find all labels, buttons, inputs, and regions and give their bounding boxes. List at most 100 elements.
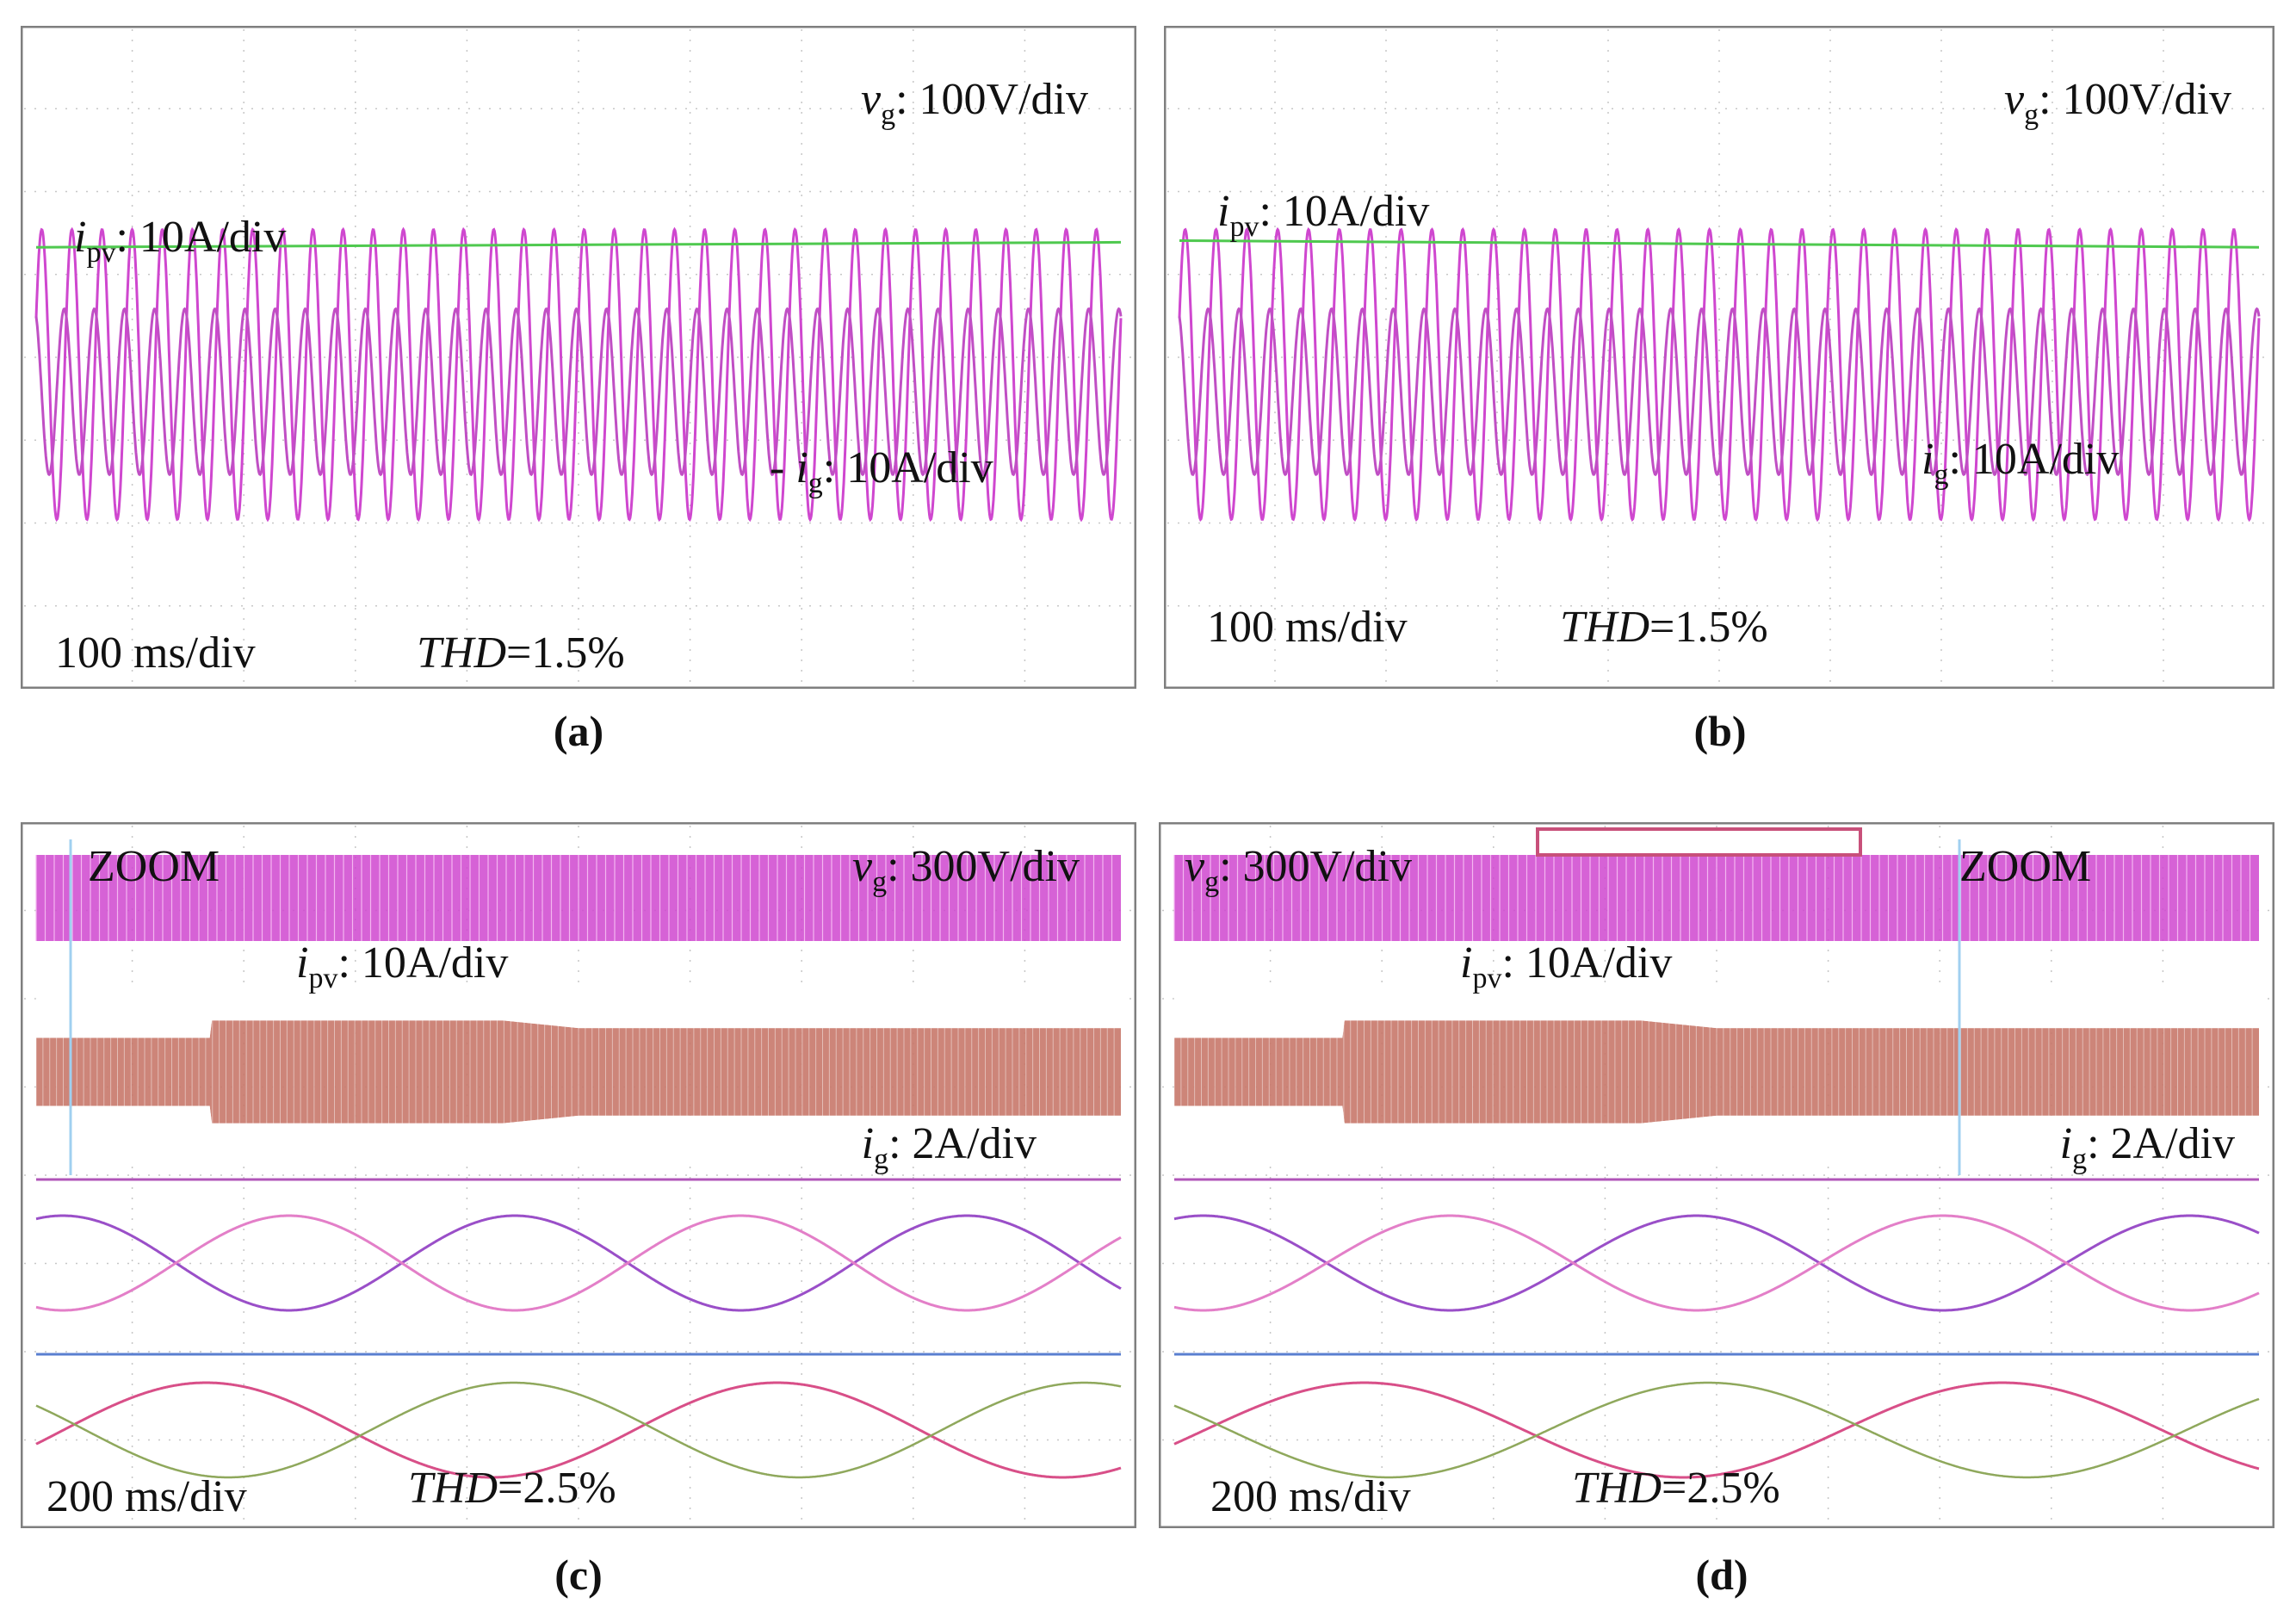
thd-label: THD=1.5% — [417, 628, 625, 678]
ig-symbol: i — [1922, 435, 1934, 484]
vg-label: vg: 100V/div — [2004, 75, 2231, 131]
scope-b: vg: 100V/div ipv: 10A/div ig: 10A/div 10… — [1164, 26, 2274, 689]
ipv-scale: : 10A/div — [1259, 187, 1429, 236]
thd-name: THD — [1572, 1464, 1662, 1513]
ig-envelope-mask-bottom — [36, 1105, 1121, 1158]
ig-label: ig: 10A/div — [1922, 435, 2119, 491]
ig-band — [35, 986, 1121, 1158]
timebase-label: 200 ms/div — [46, 1472, 247, 1521]
ig-subscript: g — [2072, 1143, 2087, 1175]
ipv-symbol: i — [296, 938, 308, 988]
ig-label: ig: 2A/div — [2060, 1119, 2235, 1175]
ig-subscript: g — [1934, 459, 1948, 491]
ig-envelope — [1174, 1020, 2259, 1124]
ig-envelope-mask-bottom — [1174, 1105, 2259, 1158]
vg-scale: : 100V/div — [2039, 75, 2231, 124]
ig-band — [1173, 986, 2259, 1158]
zoom-phase-d — [35, 1381, 1122, 1479]
timebase-label: 200 ms/div — [1210, 1472, 1411, 1521]
ipv-label: ipv: 10A/div — [1217, 187, 1429, 243]
ipv-symbol: i — [74, 213, 86, 262]
thd-value: =2.5% — [1662, 1464, 1780, 1513]
vg-subscript: g — [1204, 866, 1219, 898]
scope-a: vg: 100V/div ipv: 10A/div - ig: 10A/div … — [21, 26, 1136, 689]
ig-trace — [34, 306, 1123, 477]
ipv-subscript: pv — [308, 963, 337, 994]
ipv-subscript: pv — [1472, 963, 1501, 994]
timebase-label: 100 ms/div — [55, 628, 256, 678]
zoom-phase-a — [35, 1214, 1122, 1312]
thd-label: THD=2.5% — [1572, 1464, 1780, 1513]
vg-subscript: g — [872, 866, 887, 898]
vg-scale: : 300V/div — [1219, 842, 1412, 891]
ipv-subscript: pv — [86, 237, 115, 269]
ig-label: - ig: 10A/div — [770, 443, 993, 499]
panel-b: vg: 100V/div ipv: 10A/div ig: 10A/div 10… — [1164, 26, 2274, 689]
zoom-label: ZOOM — [88, 842, 220, 891]
caption-d: (d) — [1695, 1551, 1748, 1599]
vg-symbol: v — [1185, 842, 1205, 891]
vg-trace — [1178, 226, 2261, 523]
ipv-scale: : 10A/div — [115, 213, 286, 262]
vg-symbol: v — [861, 75, 882, 124]
zoom-phase-d — [1173, 1381, 2260, 1479]
thd-name: THD — [417, 628, 506, 678]
ig-envelope-mask-top — [36, 986, 1121, 1038]
zoom-phase-c — [35, 1381, 1122, 1479]
vg-scale: : 100V/div — [895, 75, 1088, 124]
vg-symbol: v — [2004, 75, 2025, 124]
ig-scale: : 10A/div — [823, 443, 993, 492]
ig-subscript: g — [874, 1143, 888, 1175]
ipv-trace — [35, 240, 1122, 249]
ig-scale: : 2A/div — [888, 1119, 1037, 1168]
ig-trace — [1178, 306, 2261, 477]
zoom-window-box — [1536, 827, 1862, 857]
ipv-label: ipv: 10A/div — [74, 213, 286, 269]
ipv-symbol: i — [1217, 187, 1229, 236]
thd-label: THD=1.5% — [1560, 603, 1768, 652]
timebase-label: 100 ms/div — [1207, 603, 1408, 652]
ig-scale: : 2A/div — [2087, 1119, 2235, 1168]
ipv-label: ipv: 10A/div — [296, 938, 508, 994]
thd-value: =2.5% — [498, 1464, 616, 1513]
zoom-phase-b — [35, 1214, 1122, 1312]
zoom-lower-phases — [35, 1381, 1122, 1479]
ipv-subscript: pv — [1229, 211, 1259, 243]
panel-c: ZOOM vg: 300V/div ipv: 10A/div ig: 2A/di… — [21, 822, 1136, 1528]
vg-symbol: v — [852, 842, 873, 891]
vg-subscript: g — [881, 99, 895, 131]
caption-c: (c) — [554, 1551, 603, 1599]
zoom-upper-phases — [1173, 1214, 2260, 1312]
vg-label: vg: 300V/div — [852, 842, 1080, 898]
ig-symbol: i — [2060, 1119, 2072, 1168]
thd-value: =1.5% — [1649, 603, 1768, 652]
vg-label: vg: 100V/div — [861, 75, 1088, 131]
ipv-trace — [1179, 239, 2260, 249]
ig-prefix: - — [770, 443, 795, 492]
zoom-upper-phases — [35, 1214, 1122, 1312]
ipv-scale: : 10A/div — [337, 938, 508, 988]
vg-band — [35, 855, 1121, 941]
ipv-scale: : 10A/div — [1501, 938, 1672, 988]
ig-symbol: i — [862, 1119, 874, 1168]
thd-name: THD — [1560, 603, 1649, 652]
ipv-label: ipv: 10A/div — [1460, 938, 1672, 994]
caption-a: (a) — [553, 707, 604, 755]
zoom-lower-phases — [1173, 1381, 2260, 1479]
scope-d: vg: 300V/div ZOOM ipv: 10A/div ig: 2A/di… — [1159, 822, 2274, 1528]
ig-envelope — [36, 1020, 1121, 1124]
vg-subscript: g — [2024, 99, 2039, 131]
thd-label: THD=2.5% — [408, 1464, 616, 1513]
ipv-symbol: i — [1460, 938, 1472, 988]
thd-name: THD — [408, 1464, 498, 1513]
zoom-phase-a — [1173, 1214, 2260, 1312]
thd-value: =1.5% — [506, 628, 625, 678]
zoom-phase-b — [1173, 1214, 2260, 1312]
vg-scale: : 300V/div — [887, 842, 1080, 891]
caption-b: (b) — [1693, 707, 1747, 755]
ig-scale: : 10A/div — [1948, 435, 2119, 484]
vg-band — [1173, 855, 2259, 941]
zoom-label: ZOOM — [1959, 842, 2091, 891]
panel-a: vg: 100V/div ipv: 10A/div - ig: 10A/div … — [21, 26, 1136, 689]
panel-d: vg: 300V/div ZOOM ipv: 10A/div ig: 2A/di… — [1159, 822, 2274, 1528]
